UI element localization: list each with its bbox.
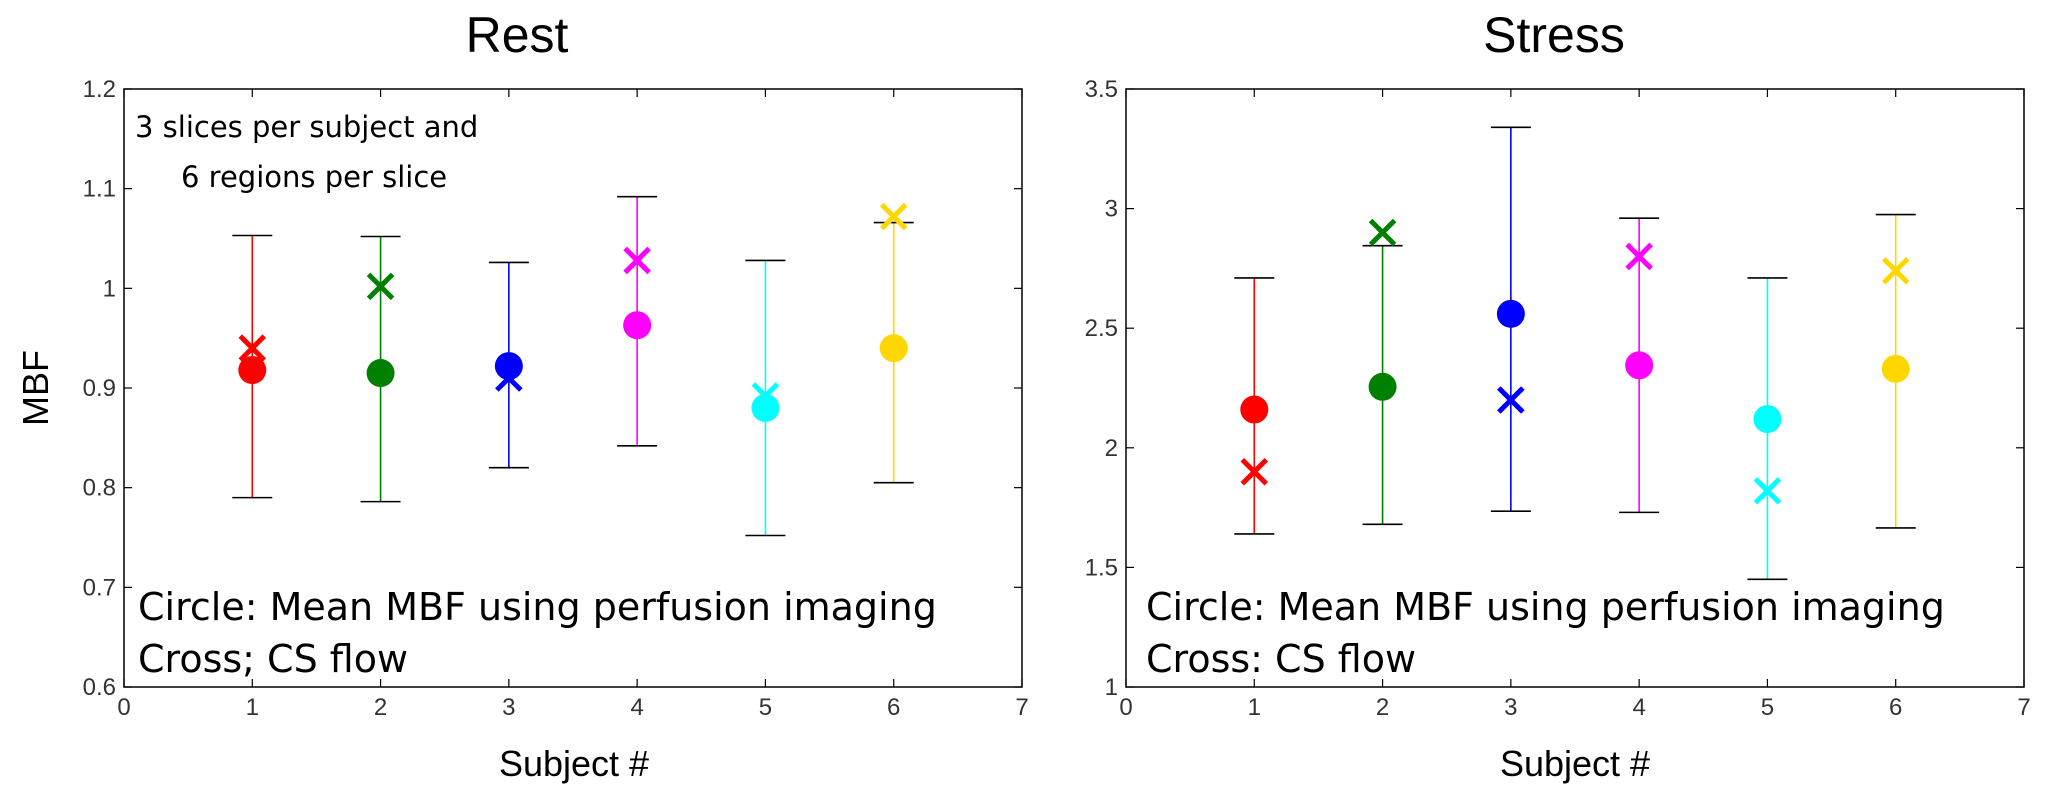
stress-mean-circle-subject-4 xyxy=(1625,351,1654,380)
rest-x-tick-label: 3 xyxy=(502,694,515,721)
stress-cs-cross-subject-3 xyxy=(1497,386,1525,414)
rest-y-tick-label: 0.6 xyxy=(83,674,116,701)
rest-cs-cross-subject-3 xyxy=(495,364,523,392)
stress-mean-circle-subject-2 xyxy=(1368,372,1397,401)
rest-mean-circle-subject-4 xyxy=(623,311,652,340)
rest-error-bars xyxy=(232,195,914,537)
stress-cs-cross-subject-1 xyxy=(1240,457,1269,486)
stress-cs-cross-subject-4 xyxy=(1625,242,1653,271)
rest-cs-cross-subject-2 xyxy=(366,272,395,301)
rest-legend-cross: Cross; CS flow xyxy=(138,637,408,681)
rest-annotation-line-1: 3 slices per subject and xyxy=(135,110,478,144)
stress-axis-ticks: 0 1 2 3 4 5 6 711.522.533.5 xyxy=(1085,76,2031,721)
rest-mean-circle-subject-2 xyxy=(366,359,395,388)
stress-cs-cross-subject-5 xyxy=(1753,477,1782,505)
rest-x-tick-label: 1 xyxy=(246,694,259,721)
stress-y-tick-label: 2.5 xyxy=(1085,315,1118,342)
stress-plot-frame xyxy=(1125,88,2025,688)
stress-x-tick-label: 2 xyxy=(1376,694,1389,721)
stress-legend-circle: Circle: Mean MBF using perfusion imaging xyxy=(1146,585,1945,629)
rest-x-tick-label: 0 xyxy=(117,694,130,721)
stress-y-tick-label: 1 xyxy=(1105,674,1118,701)
rest-x-tick-label: 7 xyxy=(1015,694,1028,721)
stress-x-tick-label: 4 xyxy=(1632,694,1645,721)
stress-x-tick-label: 6 xyxy=(1889,694,1902,721)
stress-x-tick-label: 0 xyxy=(1119,694,1132,721)
stress-cs-cross-subject-2 xyxy=(1368,218,1397,247)
rest-title: Rest xyxy=(466,7,569,63)
stress-y-tick-label: 1.5 xyxy=(1085,554,1118,581)
rest-y-tick-label: 1.1 xyxy=(83,176,116,203)
rest-x-tick-label: 6 xyxy=(887,694,900,721)
rest-annotation-line-2: 6 regions per slice xyxy=(181,160,447,194)
stress-error-bars xyxy=(1234,126,1916,581)
stress-x-tick-label: 3 xyxy=(1504,694,1517,721)
rest-cs-cross-subject-4 xyxy=(623,246,651,275)
rest-x-axis-label: Subject # xyxy=(499,743,649,784)
stress-legend-cross: Cross: CS flow xyxy=(1146,637,1416,681)
stress-mean-circle-subject-5 xyxy=(1753,405,1782,434)
stress-mean-circle-subject-3 xyxy=(1496,299,1525,328)
rest-axis-ticks: 0 1 2 3 4 5 6 7 0.6 0.7 0.8 0.9 1 1.1 1.2 xyxy=(83,76,1029,721)
rest-y-tick-label: 0.8 xyxy=(83,475,116,502)
stress-y-tick-label: 2 xyxy=(1105,435,1118,462)
stress-y-tick-label: 3 xyxy=(1105,196,1118,223)
rest-x-tick-label: 5 xyxy=(759,694,772,721)
stress-x-tick-label: 5 xyxy=(1761,694,1774,721)
rest-y-tick-label: 0.7 xyxy=(83,574,116,601)
rest-cs-cross-subject-1 xyxy=(238,334,267,362)
rest-cs-cross-subject-6 xyxy=(879,202,908,231)
rest-x-tick-label: 2 xyxy=(374,694,387,721)
rest-x-tick-label: 4 xyxy=(630,694,643,721)
stress-mean-circles xyxy=(1240,299,1910,434)
rest-mean-circle-subject-6 xyxy=(879,334,908,363)
rest-y-tick-label: 1.2 xyxy=(83,76,116,103)
stress-x-tick-label: 1 xyxy=(1248,694,1261,721)
stress-y-tick-label: 3.5 xyxy=(1085,76,1118,103)
rest-y-axis-label: MBF xyxy=(15,350,56,426)
stress-panel: Stress 0 1 2 3 4 5 6 711.522.533.5 Subject # Ci… xyxy=(1085,7,2031,784)
rest-mean-circle-subject-1 xyxy=(238,356,267,385)
rest-cs-crosses xyxy=(238,202,908,410)
stress-x-axis-label: Subject # xyxy=(1500,743,1650,784)
rest-cs-cross-subject-5 xyxy=(751,382,780,410)
stress-title: Stress xyxy=(1483,7,1625,63)
stress-cs-crosses xyxy=(1240,218,1910,505)
stress-cs-cross-subject-6 xyxy=(1881,257,1910,285)
stress-mean-circle-subject-1 xyxy=(1240,395,1269,424)
rest-legend-circle: Circle: Mean MBF using perfusion imaging xyxy=(138,585,937,629)
stress-mean-circle-subject-6 xyxy=(1881,354,1910,383)
rest-y-tick-label: 1 xyxy=(103,275,116,302)
rest-mean-circles xyxy=(238,311,908,422)
stress-x-tick-label: 7 xyxy=(2017,694,2030,721)
rest-panel: Rest 0 1 2 3 4 5 6 7 0.6 0.7 0.8 0.9 1 1.1 1.2 MBF Sub… xyxy=(15,7,1029,784)
rest-y-tick-label: 0.9 xyxy=(83,375,116,402)
